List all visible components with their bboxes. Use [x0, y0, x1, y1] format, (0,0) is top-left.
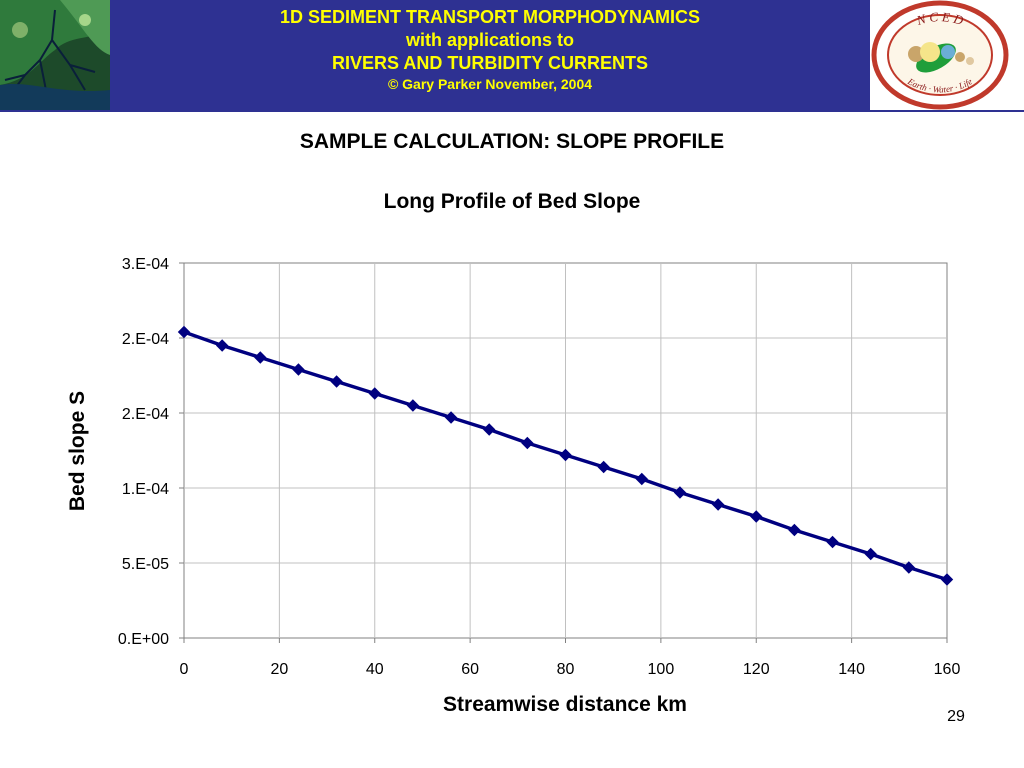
data-point — [330, 375, 343, 388]
data-point — [635, 472, 649, 486]
page-number: 29 — [947, 708, 965, 725]
y-tick-label: 1.E-04 — [122, 481, 169, 498]
x-tick-label: 160 — [934, 661, 961, 678]
data-point — [521, 436, 534, 450]
y-tick-label: 3.E-04 — [122, 256, 169, 273]
data-point — [940, 573, 954, 586]
chart-title: Long Profile of Bed Slope — [383, 190, 641, 213]
data-point — [254, 351, 267, 364]
data-point — [673, 486, 687, 499]
x-tick-label: 140 — [838, 661, 865, 678]
data-point — [444, 411, 458, 424]
data-point — [559, 448, 572, 462]
x-tick-label: 80 — [557, 661, 575, 678]
x-tick-label: 0 — [180, 661, 189, 678]
header-line-2: with applications to — [405, 30, 574, 50]
data-point — [826, 535, 839, 549]
svg-text:N C E D: N C E D — [914, 9, 966, 28]
header-line-1: 1D SEDIMENT TRANSPORT MORPHODYNAMICS — [279, 7, 701, 27]
x-axis-label: Streamwise distance km — [443, 693, 687, 716]
data-point — [902, 561, 916, 574]
x-tick-label: 40 — [366, 661, 384, 678]
x-tick-label: 20 — [270, 661, 288, 678]
y-tick-label: 0.E+00 — [118, 631, 169, 648]
nced-logo: N C E D Earth · Water · Life — [871, 0, 1009, 110]
slide-header: 1D SEDIMENT TRANSPORT MORPHODYNAMICS wit… — [0, 0, 1024, 112]
data-point — [292, 363, 305, 376]
header-band — [0, 0, 870, 110]
slide-title: SAMPLE CALCULATION: SLOPE PROFILE — [299, 130, 725, 153]
data-point — [482, 423, 496, 436]
data-point — [864, 547, 877, 561]
x-tick-label: 120 — [743, 661, 770, 678]
data-point — [406, 399, 420, 412]
header-divider — [0, 110, 1024, 112]
y-tick-label: 2.E-04 — [122, 331, 169, 348]
data-point — [177, 325, 191, 339]
x-tick-label: 60 — [461, 661, 479, 678]
header-copyright: © Gary Parker November, 2004 — [387, 76, 593, 92]
logo-letters: N C E D — [914, 9, 966, 28]
data-point — [711, 498, 725, 511]
data-point — [750, 510, 763, 523]
x-tick-label: 100 — [648, 661, 675, 678]
satellite-delta-image — [0, 0, 110, 110]
y-tick-label: 2.E-04 — [122, 406, 169, 423]
data-point — [368, 387, 381, 400]
data-point — [788, 523, 801, 537]
y-tick-label: 5.E-05 — [122, 556, 169, 573]
y-axis-label: Bed slope S — [66, 390, 89, 512]
header-text: 1D SEDIMENT TRANSPORT MORPHODYNAMICS wit… — [210, 6, 770, 93]
data-point — [597, 460, 610, 474]
header-line-3: RIVERS AND TURBIDITY CURRENTS — [331, 53, 649, 73]
data-point — [215, 339, 229, 352]
